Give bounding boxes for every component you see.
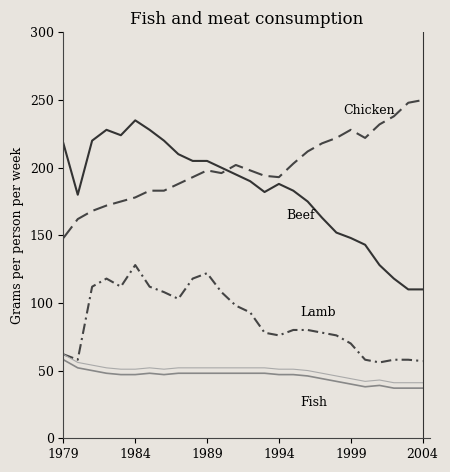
Text: Lamb: Lamb bbox=[301, 306, 336, 320]
Text: Chicken: Chicken bbox=[344, 103, 395, 117]
Title: Fish and meat consumption: Fish and meat consumption bbox=[130, 11, 363, 28]
Text: Fish: Fish bbox=[301, 396, 328, 409]
Text: Beef: Beef bbox=[286, 209, 315, 222]
Y-axis label: Grams per person per week: Grams per person per week bbox=[11, 147, 24, 324]
